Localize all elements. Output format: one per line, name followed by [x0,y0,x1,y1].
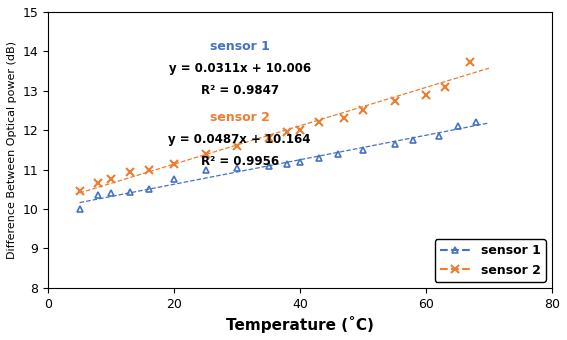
Text: y = 0.0311x + 10.006: y = 0.0311x + 10.006 [168,62,311,74]
X-axis label: Temperature (˚C): Temperature (˚C) [226,316,374,333]
Text: y = 0.0487x + 10.164: y = 0.0487x + 10.164 [168,133,311,146]
Legend: sensor 1, sensor 2: sensor 1, sensor 2 [435,239,546,282]
Text: R² = 0.9956: R² = 0.9956 [201,155,278,168]
Text: sensor 2: sensor 2 [210,111,269,124]
Y-axis label: Difference Between Optical power (dB): Difference Between Optical power (dB) [7,41,17,259]
Text: sensor 1: sensor 1 [210,39,269,52]
Text: R² = 0.9847: R² = 0.9847 [201,84,278,97]
